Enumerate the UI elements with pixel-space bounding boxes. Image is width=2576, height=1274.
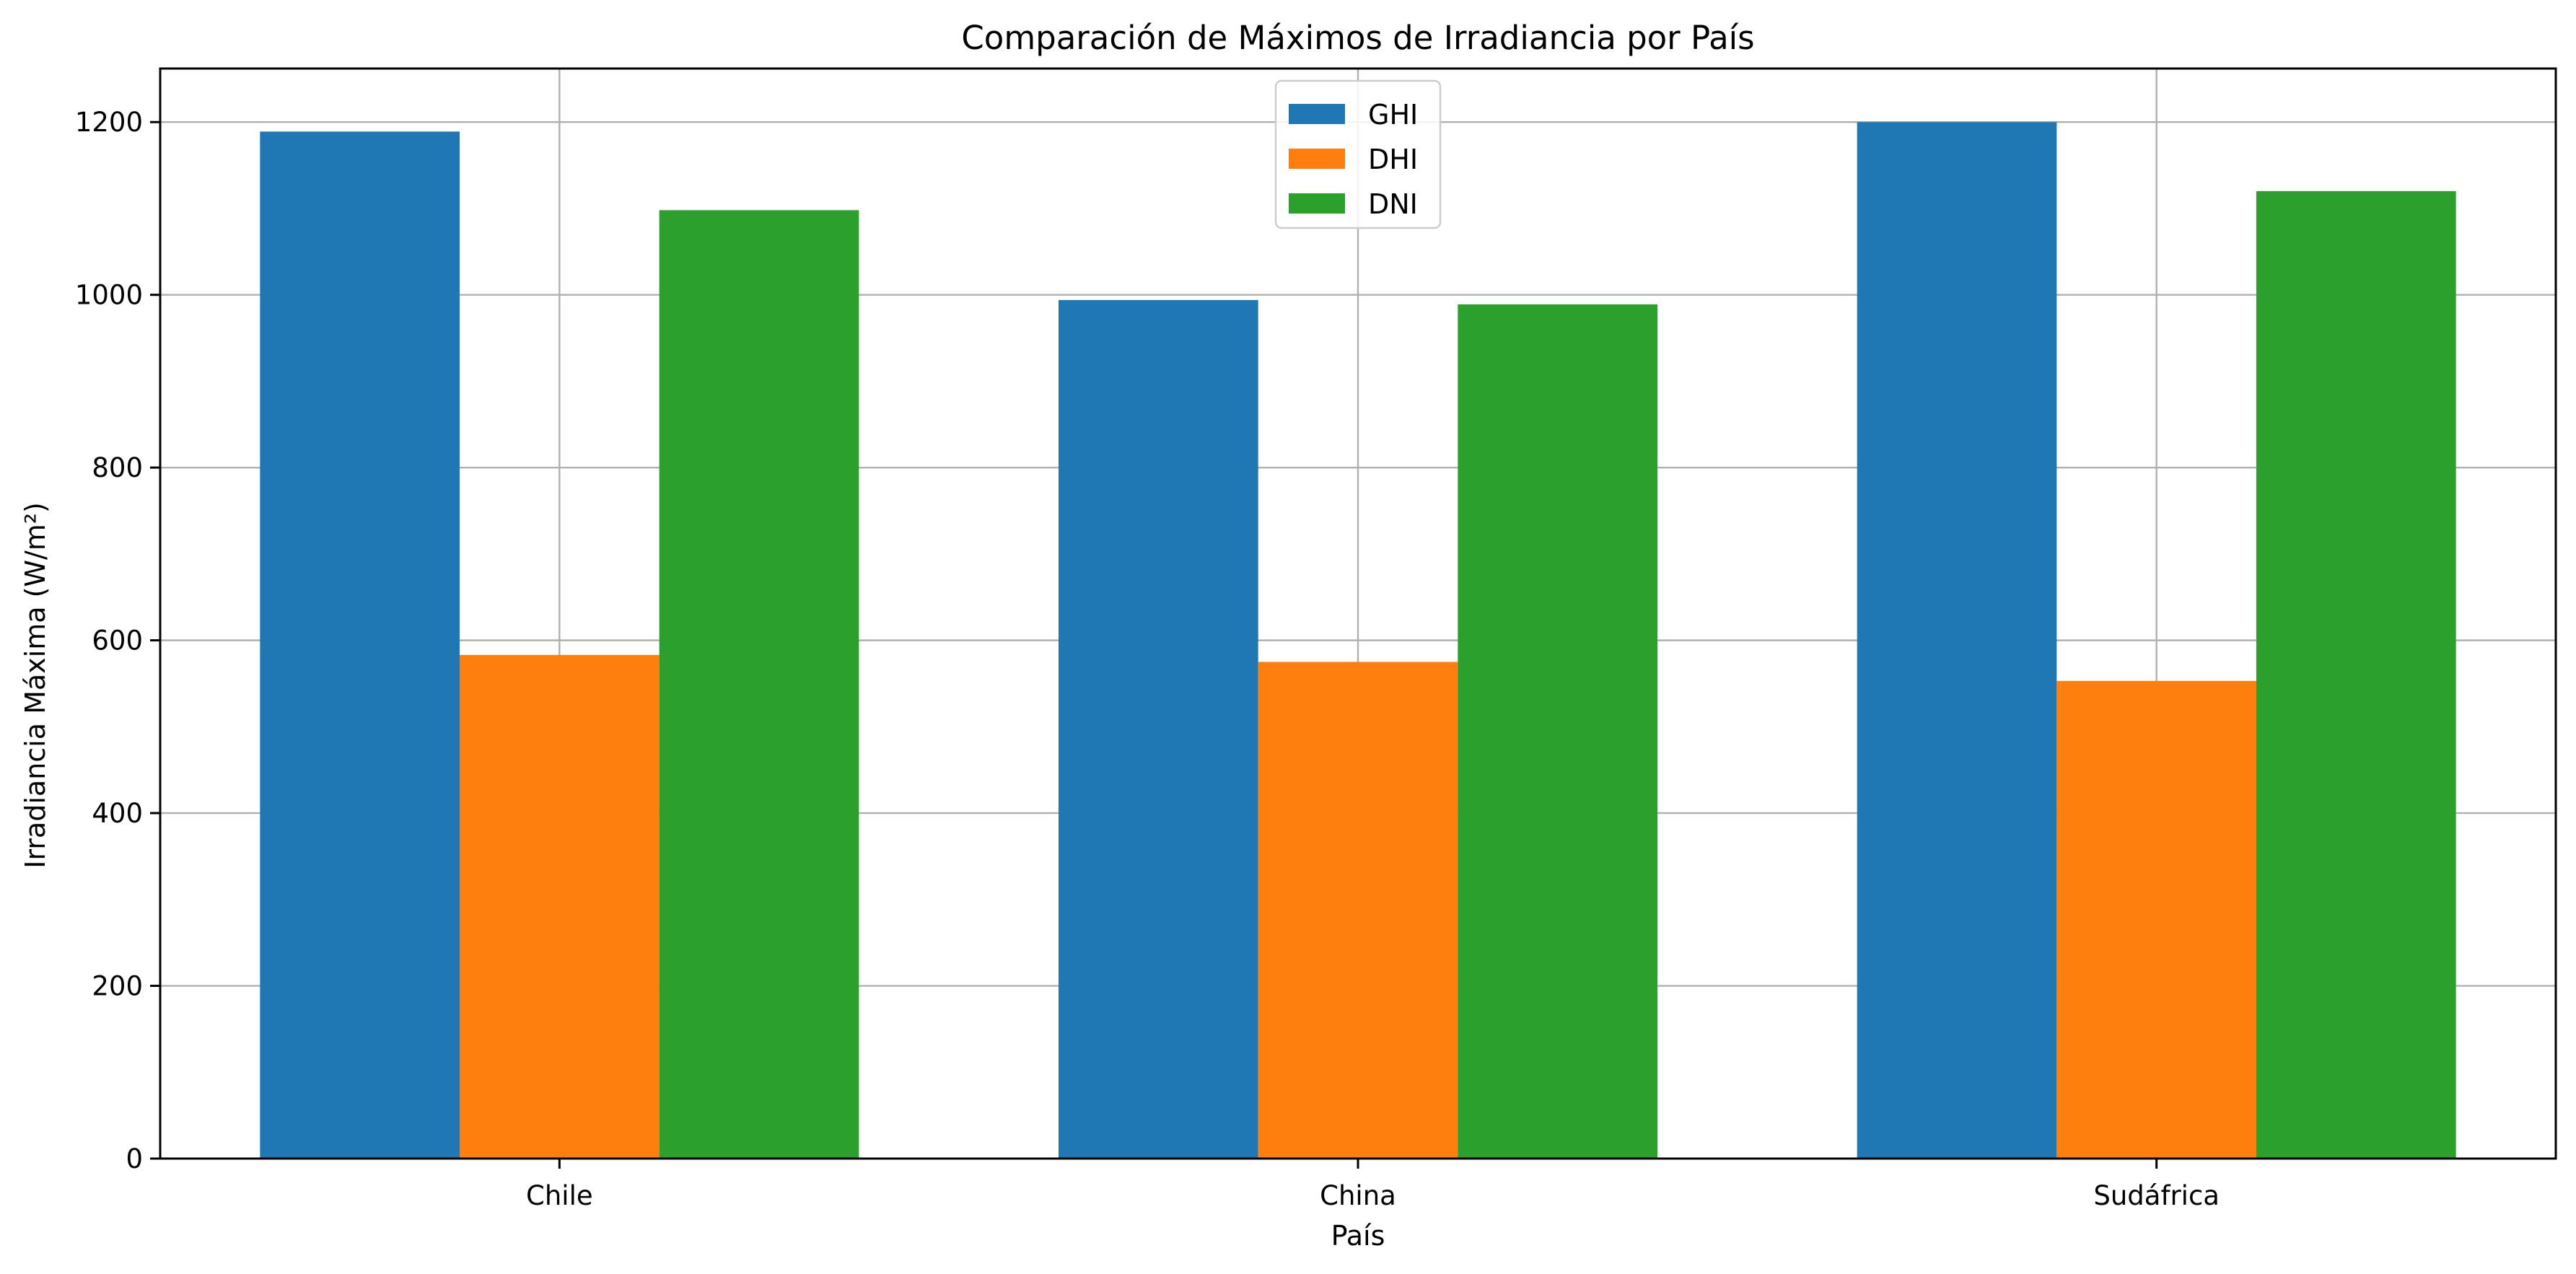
y-tick-label: 800 (92, 452, 143, 483)
bar-ghi-2 (1857, 122, 2057, 1159)
y-tick-label: 1000 (75, 280, 143, 311)
bars (260, 122, 2456, 1159)
y-axis-label: Irradiancia Máxima (W/m²) (19, 502, 51, 869)
x-tick-label: China (1320, 1180, 1396, 1211)
legend-swatch-ghi (1289, 104, 1345, 124)
y-tick-label: 1200 (75, 107, 143, 138)
x-tick-label: Sudáfrica (2093, 1180, 2220, 1211)
y-tick-label: 600 (92, 625, 143, 656)
bar-ghi-1 (1059, 299, 1258, 1159)
legend-label-ghi: GHI (1368, 99, 1418, 131)
y-tick-label: 400 (92, 798, 143, 829)
x-axis-label: País (1331, 1220, 1385, 1252)
x-tick-label: Chile (526, 1180, 593, 1211)
bar-dhi-1 (1258, 662, 1458, 1159)
chart-title: Comparación de Máximos de Irradiancia po… (961, 19, 1754, 57)
bar-dhi-2 (2056, 680, 2256, 1159)
bar-dni-2 (2256, 191, 2456, 1159)
legend-label-dni: DNI (1368, 188, 1418, 220)
y-tick-label: 0 (126, 1143, 143, 1174)
bar-dhi-0 (460, 654, 660, 1159)
legend: GHI DHI DNI (1274, 79, 1442, 229)
bar-dni-1 (1458, 304, 1657, 1159)
y-tick-label: 200 (92, 971, 143, 1002)
bar-ghi-0 (260, 131, 460, 1159)
legend-swatch-dhi (1289, 149, 1345, 169)
legend-swatch-dni (1289, 193, 1345, 214)
x-axis-ticks: Chile China Sudáfrica (526, 1159, 2220, 1211)
y-axis-ticks: 0 200 400 600 800 1000 1200 (75, 107, 160, 1174)
legend-label-dhi: DHI (1368, 144, 1418, 175)
bar-dni-0 (659, 210, 859, 1159)
